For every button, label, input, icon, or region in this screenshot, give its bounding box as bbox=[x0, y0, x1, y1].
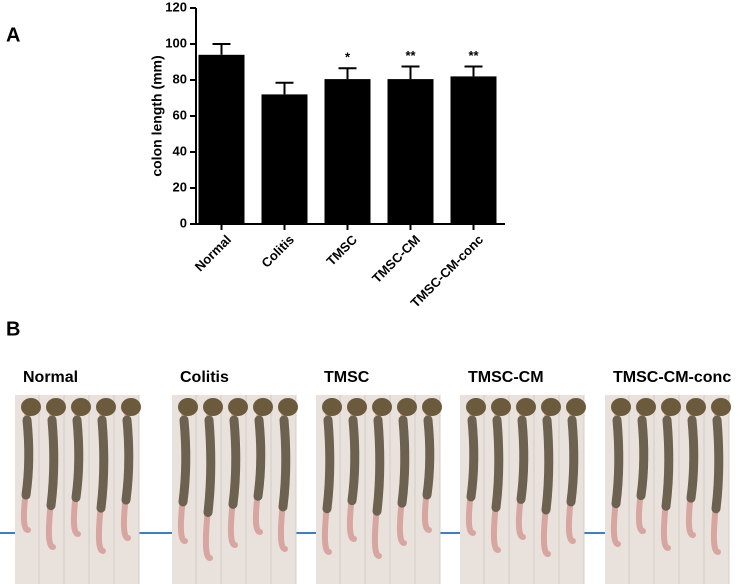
colon-content bbox=[71, 415, 84, 502]
colon-content bbox=[466, 415, 479, 502]
colon-content bbox=[228, 415, 241, 509]
colon-content bbox=[661, 415, 674, 511]
x-tick-label: Normal bbox=[192, 232, 234, 274]
colon-content bbox=[96, 415, 109, 513]
cecum bbox=[322, 398, 342, 416]
bar bbox=[198, 54, 245, 224]
colon-content bbox=[611, 415, 624, 509]
colon-content bbox=[347, 415, 360, 506]
significance: * bbox=[345, 50, 351, 65]
bar bbox=[324, 79, 371, 224]
colon-content bbox=[422, 415, 435, 500]
cecum bbox=[611, 398, 631, 416]
error-bar bbox=[212, 43, 231, 55]
x-tick-label: Colitis bbox=[258, 232, 297, 271]
photo-label: Colitis bbox=[180, 369, 229, 386]
cecum bbox=[203, 398, 223, 416]
significance: ** bbox=[405, 48, 416, 63]
colon-content bbox=[541, 415, 554, 515]
error-bar bbox=[275, 81, 294, 95]
x-tick-label: TMSC bbox=[323, 232, 360, 269]
cecum bbox=[96, 398, 116, 416]
colon-content bbox=[278, 415, 291, 512]
colon-content bbox=[322, 415, 335, 514]
panel-label: A bbox=[6, 24, 20, 46]
photo-label: TMSC bbox=[324, 369, 370, 386]
y-tick-label: 20 bbox=[173, 179, 187, 194]
photo-label: TMSC-CM-conc bbox=[613, 369, 731, 386]
colon-content bbox=[397, 415, 410, 508]
cecum bbox=[686, 398, 706, 416]
colon-content bbox=[636, 415, 649, 501]
cecum bbox=[466, 398, 486, 416]
photo-label: Normal bbox=[23, 369, 78, 386]
panel-label: B bbox=[6, 318, 20, 340]
bar bbox=[387, 79, 434, 224]
y-tick-label: 80 bbox=[173, 71, 187, 86]
y-tick-label: 120 bbox=[165, 0, 187, 14]
colon-content bbox=[372, 415, 385, 516]
colon-content bbox=[516, 415, 529, 504]
cecum bbox=[347, 398, 367, 416]
x-tick-label: TMSC-CM bbox=[369, 232, 423, 286]
colon-content bbox=[566, 415, 579, 507]
cecum bbox=[121, 398, 141, 416]
colon-content bbox=[711, 415, 724, 514]
colon-content bbox=[686, 415, 699, 503]
colon-content bbox=[46, 415, 59, 511]
colon-content bbox=[121, 415, 134, 505]
bar bbox=[450, 76, 497, 225]
colon-content bbox=[253, 415, 266, 501]
photo-label: TMSC-CM bbox=[468, 369, 544, 386]
cecum bbox=[71, 398, 91, 416]
error-bar bbox=[401, 65, 420, 80]
cecum bbox=[661, 398, 681, 416]
cecum bbox=[711, 398, 731, 416]
colon-content bbox=[178, 415, 191, 507]
error-bar bbox=[338, 67, 357, 80]
colon-content bbox=[21, 415, 34, 500]
cecum bbox=[253, 398, 273, 416]
cecum bbox=[21, 398, 41, 416]
cecum bbox=[46, 398, 66, 416]
significance: ** bbox=[468, 48, 479, 63]
cecum bbox=[566, 398, 586, 416]
cecum bbox=[636, 398, 656, 416]
cecum bbox=[491, 398, 511, 416]
y-tick-label: 0 bbox=[180, 215, 187, 230]
cecum bbox=[541, 398, 561, 416]
cecum bbox=[397, 398, 417, 416]
y-tick-label: 100 bbox=[165, 35, 187, 50]
colon-content bbox=[491, 415, 504, 512]
cecum bbox=[178, 398, 198, 416]
bar bbox=[261, 94, 308, 225]
cecum bbox=[372, 398, 392, 416]
y-axis-label: colon length (mm) bbox=[149, 55, 165, 176]
y-tick-label: 60 bbox=[173, 107, 187, 122]
colon-content bbox=[203, 415, 216, 517]
cecum bbox=[228, 398, 248, 416]
cecum bbox=[516, 398, 536, 416]
y-tick-label: 40 bbox=[173, 143, 187, 158]
error-bar bbox=[464, 65, 483, 77]
cecum bbox=[278, 398, 298, 416]
cecum bbox=[422, 398, 442, 416]
